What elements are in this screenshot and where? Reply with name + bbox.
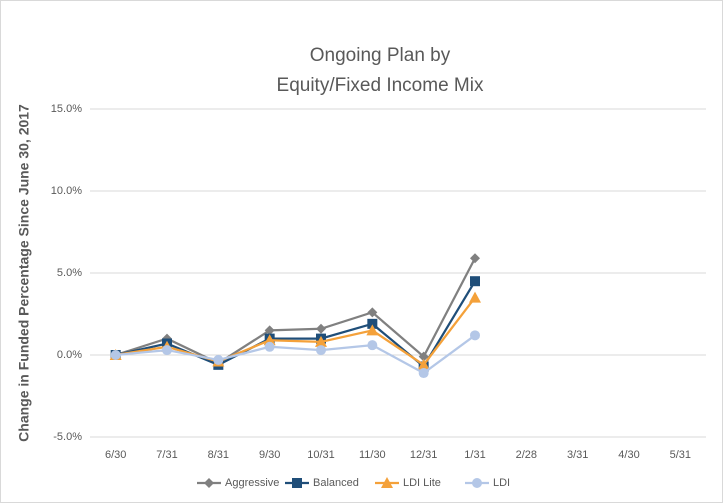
legend-marker	[472, 478, 482, 488]
data-point	[417, 358, 430, 370]
x-tick-label: 8/31	[208, 449, 229, 461]
data-point	[315, 335, 327, 347]
data-point	[264, 341, 275, 352]
legend-label: Balanced	[313, 477, 359, 489]
data-point	[418, 368, 429, 379]
data-point	[263, 334, 276, 346]
x-tick-label: 10/31	[307, 449, 335, 461]
data-point	[366, 324, 379, 336]
y-tick-label: 5.0%	[57, 267, 82, 279]
data-point	[470, 330, 480, 341]
series-line	[115, 257, 476, 365]
data-point	[367, 318, 378, 329]
y-tick-label: 10.0%	[51, 185, 82, 197]
x-tick-label: 11/30	[359, 449, 386, 461]
legend-marker	[381, 477, 393, 488]
y-tick-label: 15.0%	[51, 103, 82, 115]
legend-marker	[292, 478, 302, 488]
x-tick-label: 5/31	[670, 449, 691, 461]
series-line	[115, 334, 476, 375]
data-point	[213, 354, 224, 365]
data-point	[316, 345, 326, 356]
y-tick-label: 0.0%	[57, 349, 82, 361]
data-point	[469, 291, 481, 303]
legend-label: LDI Lite	[403, 477, 441, 489]
data-point	[316, 323, 326, 334]
legend-marker	[204, 478, 214, 488]
x-tick-label: 7/31	[156, 449, 177, 461]
chart-title: Equity/Fixed Income Mix	[277, 75, 484, 96]
x-tick-label: 3/31	[567, 449, 588, 461]
chart-title: Ongoing Plan by	[310, 45, 451, 66]
x-tick-label: 12/31	[410, 449, 438, 461]
data-point	[470, 276, 480, 287]
x-tick-label: 6/30	[105, 449, 126, 461]
data-point	[367, 307, 378, 318]
y-tick-label: -5.0%	[53, 431, 82, 443]
data-point	[367, 340, 378, 351]
x-tick-label: 1/31	[464, 449, 485, 461]
data-point	[162, 345, 172, 356]
series-line	[115, 296, 476, 367]
data-point	[110, 350, 121, 360]
data-point	[264, 325, 275, 336]
data-point	[470, 253, 480, 264]
x-tick-label: 2/28	[516, 449, 537, 461]
legend-label: LDI	[493, 477, 510, 489]
x-tick-label: 4/30	[618, 449, 639, 461]
x-tick-label: 9/30	[259, 449, 280, 461]
data-point	[418, 351, 429, 362]
y-axis-label: Change in Funded Percentage Since June 3…	[16, 104, 32, 442]
legend-label: Aggressive	[225, 477, 279, 489]
